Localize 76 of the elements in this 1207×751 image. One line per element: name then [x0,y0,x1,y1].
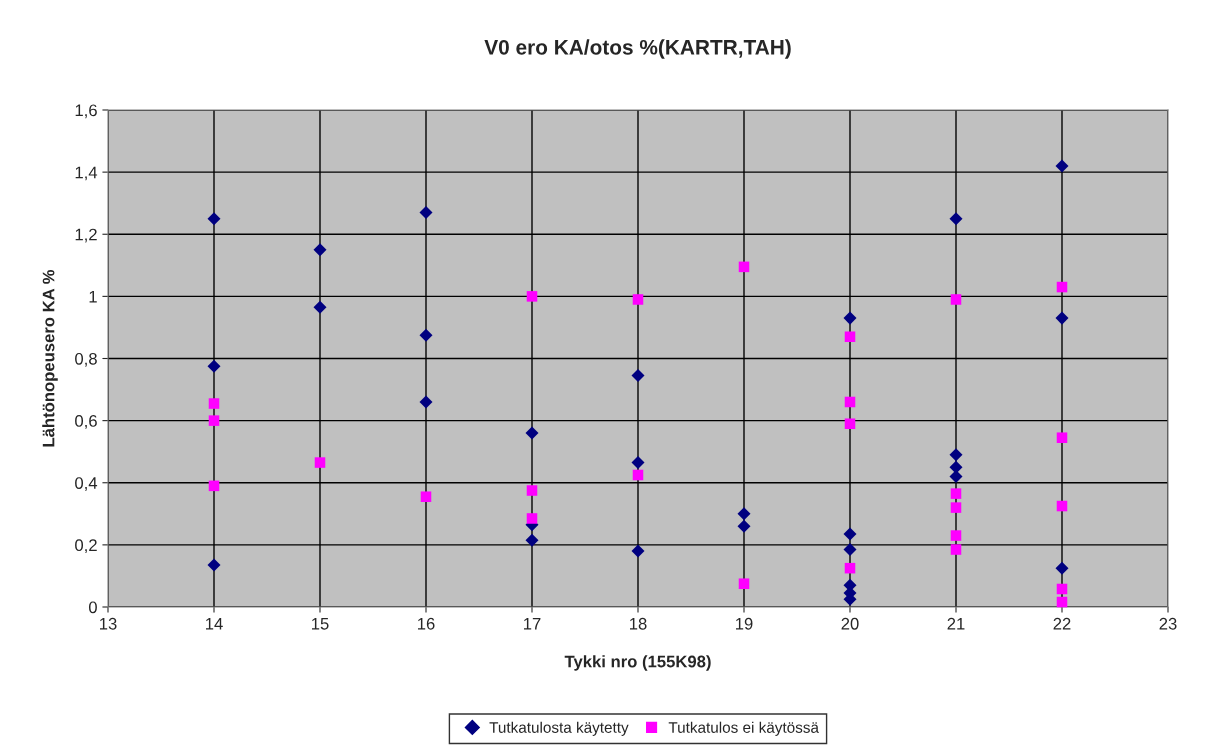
point [949,212,963,226]
y-tick-label: 1,6 [75,104,97,119]
point [950,544,962,555]
point [1056,500,1068,512]
y-tick-label: 0,2 [75,539,97,554]
legend-label: Tutkatulos ei käytössä [668,721,819,736]
point [843,543,857,557]
point [950,488,962,499]
x-tick-label: 18 [630,617,647,630]
point [208,398,220,409]
point [419,328,433,342]
point [737,519,751,533]
point [632,469,644,481]
point [1055,561,1069,575]
point [419,395,433,409]
y-tick-label: 0,8 [75,352,97,367]
point [526,291,538,302]
y-tick-label: 0,6 [75,415,97,429]
x-tick-label: 17 [524,618,541,630]
point [1055,311,1069,325]
point [525,426,539,440]
point [949,448,963,462]
x-tick-label: 22 [1053,617,1071,630]
point [1055,159,1069,173]
y-tick-label: 1 [89,290,97,303]
point [1056,432,1068,443]
point [207,359,221,373]
point [631,544,645,558]
point [843,311,857,325]
point [844,396,856,408]
point [950,294,962,305]
point [737,507,751,521]
point [313,300,327,314]
point [632,294,644,305]
point [949,470,963,484]
point [207,558,221,572]
point [1056,596,1068,608]
point [313,243,327,257]
point [844,418,856,429]
y-tick-label: 1,4 [75,166,98,181]
x-tick-label: 16 [418,617,435,630]
point [843,527,857,541]
y-tick-label: 0,4 [75,477,98,491]
y-tick-label: 0 [88,601,97,614]
point [208,415,220,426]
y-tick-label: 1,2 [75,228,97,243]
point [207,212,221,226]
point [525,533,539,547]
point [844,331,856,343]
point [419,205,433,220]
point [844,562,856,574]
point [208,480,220,492]
x-tick-label: 21 [947,617,965,630]
x-tick-label: 13 [100,617,117,630]
point [631,369,645,383]
point [738,261,750,273]
x-tick-label: 19 [736,617,753,630]
y-axis-title: Lähtönopeusero KA % [42,269,58,447]
point [1056,281,1068,293]
point [631,456,645,470]
chart-title: V0 ero KA/otos %(KARTR,TAH) [484,39,791,59]
x-tick-label: 23 [1159,617,1177,630]
x-tick-label: 20 [841,617,859,630]
point [420,491,432,502]
point [950,502,962,513]
point [950,530,962,541]
point [314,457,326,468]
point [949,460,963,474]
x-axis-title: Tykki nro (155K98) [564,655,711,671]
x-tick-label: 14 [206,618,223,630]
point [1056,583,1068,595]
legend-label: Tutkatulosta käytetty [489,721,629,736]
point [526,513,538,524]
point [526,485,538,496]
point [738,578,750,589]
x-tick-label: 15 [312,618,329,630]
